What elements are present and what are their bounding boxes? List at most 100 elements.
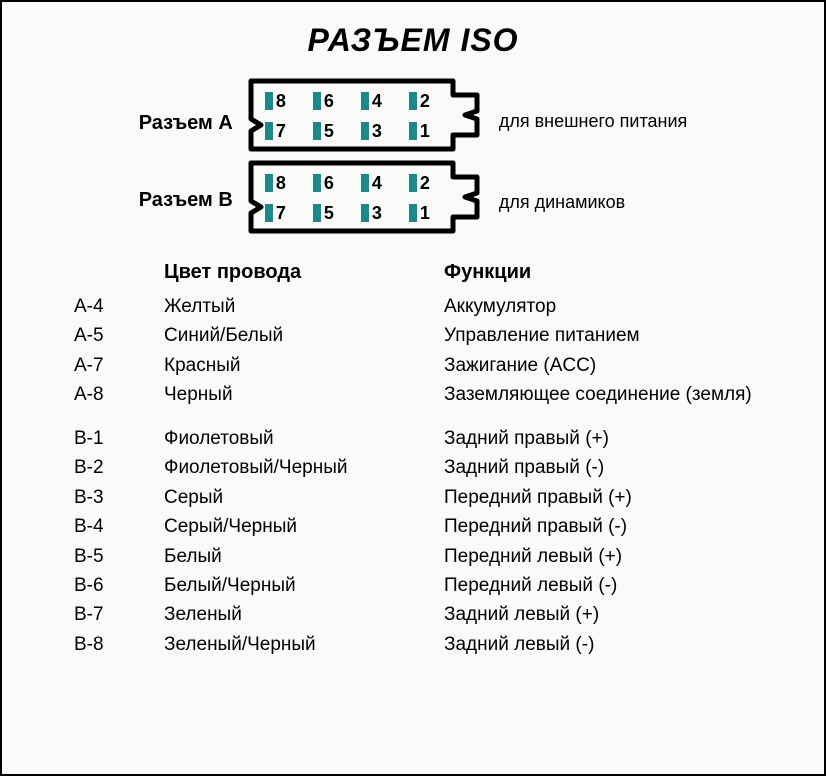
pin: 4 — [361, 169, 405, 197]
cell-func: Задний левый (-) — [444, 630, 772, 659]
cell-pin: A-8 — [74, 380, 164, 409]
pin: 2 — [409, 169, 453, 197]
cell-pin: B-7 — [74, 600, 164, 629]
pin-block-icon — [361, 92, 369, 110]
cell-func: Передний левый (+) — [444, 542, 772, 571]
pin-number: 4 — [372, 173, 382, 194]
connector-diagram: Разъем А Разъем В 86427531 86427531 для … — [26, 77, 800, 235]
pin-block-icon — [265, 174, 273, 192]
table-group: A-4ЖелтыйАккумуляторA-5Синий/БелыйУправл… — [74, 292, 772, 410]
header-color: Цвет провода — [164, 261, 444, 284]
pin: 8 — [265, 87, 309, 115]
connector-b-label: Разъем В — [139, 189, 233, 212]
pin-number: 7 — [276, 121, 286, 142]
page-title: РАЗЪЕМ ISO — [26, 22, 800, 59]
connector-stack: 86427531 86427531 — [247, 77, 485, 235]
pin-block-icon — [313, 92, 321, 110]
table-row: A-5Синий/БелыйУправление питанием — [74, 321, 772, 350]
cell-pin: B-6 — [74, 571, 164, 600]
cell-func: Аккумулятор — [444, 292, 772, 321]
pin-block-icon — [409, 204, 417, 222]
table-row: B-8Зеленый/ЧерныйЗадний левый (-) — [74, 630, 772, 659]
pin-number: 7 — [276, 203, 286, 224]
pin-number: 5 — [324, 203, 334, 224]
pin: 2 — [409, 87, 453, 115]
pin-number: 1 — [420, 121, 430, 142]
cell-color: Фиолетовый/Черный — [164, 453, 444, 482]
cell-pin: B-1 — [74, 424, 164, 453]
cell-pin: B-2 — [74, 453, 164, 482]
table-row: B-4Серый/ЧерныйПередний правый (-) — [74, 512, 772, 541]
cell-func: Заземляющее соединение (земля) — [444, 380, 772, 409]
cell-pin: A-7 — [74, 351, 164, 380]
table-row: A-8ЧерныйЗаземляющее соединение (земля) — [74, 380, 772, 409]
pin-block-icon — [313, 204, 321, 222]
pin-number: 3 — [372, 203, 382, 224]
pin-number: 2 — [420, 91, 430, 112]
connector-a-label: Разъем А — [139, 112, 233, 135]
pin-block-icon — [265, 204, 273, 222]
pin: 5 — [313, 199, 357, 227]
cell-func: Задний левый (+) — [444, 600, 772, 629]
pin-block-icon — [265, 122, 273, 140]
connector-b-note: для динамиков — [499, 192, 625, 213]
pin-number: 6 — [324, 173, 334, 194]
cell-color: Зеленый/Черный — [164, 630, 444, 659]
connector-b-pins: 86 4 2 7 5 3 1 — [265, 169, 453, 227]
cell-func: Зажигание (ACC) — [444, 351, 772, 380]
table-row: B-2Фиолетовый/ЧерныйЗадний правый (-) — [74, 453, 772, 482]
cell-func: Задний правый (+) — [444, 424, 772, 453]
pin: 6 — [313, 169, 357, 197]
cell-color: Синий/Белый — [164, 321, 444, 350]
pin-number: 6 — [324, 91, 334, 112]
table-header: Цвет провода Функции — [74, 261, 772, 284]
pin: 3 — [361, 117, 405, 145]
cell-pin: B-8 — [74, 630, 164, 659]
header-func: Функции — [444, 261, 772, 284]
pin-block-icon — [361, 204, 369, 222]
cell-color: Серый — [164, 483, 444, 512]
pin: 6 — [313, 87, 357, 115]
pin-block-icon — [409, 92, 417, 110]
cell-color: Белый — [164, 542, 444, 571]
pin: 1 — [409, 199, 453, 227]
table-row: B-3СерыйПередний правый (+) — [74, 483, 772, 512]
cell-pin: B-5 — [74, 542, 164, 571]
pin-block-icon — [409, 122, 417, 140]
cell-color: Черный — [164, 380, 444, 409]
cell-pin: A-5 — [74, 321, 164, 350]
connector-a-note: для внешнего питания — [499, 111, 687, 132]
pin: 5 — [313, 117, 357, 145]
table-body: A-4ЖелтыйАккумуляторA-5Синий/БелыйУправл… — [74, 292, 772, 659]
cell-pin: A-4 — [74, 292, 164, 321]
pin-number: 2 — [420, 173, 430, 194]
pin: 3 — [361, 199, 405, 227]
pin-block-icon — [409, 174, 417, 192]
pin-block-icon — [361, 174, 369, 192]
pin: 7 — [265, 117, 309, 145]
cell-color: Желтый — [164, 292, 444, 321]
pin-block-icon — [313, 174, 321, 192]
pinout-table: Цвет провода Функции A-4ЖелтыйАккумулято… — [26, 261, 800, 659]
cell-color: Фиолетовый — [164, 424, 444, 453]
cell-func: Задний правый (-) — [444, 453, 772, 482]
cell-color: Белый/Черный — [164, 571, 444, 600]
cell-color: Серый/Черный — [164, 512, 444, 541]
pin: 7 — [265, 199, 309, 227]
pin: 8 — [265, 169, 309, 197]
pin-number: 5 — [324, 121, 334, 142]
table-row: A-4ЖелтыйАккумулятор — [74, 292, 772, 321]
iso-connector-diagram: РАЗЪЕМ ISO Разъем А Разъем В 86427531 86… — [0, 0, 826, 776]
cell-color: Зеленый — [164, 600, 444, 629]
cell-pin: B-4 — [74, 512, 164, 541]
connector-b: 86 4 2 7 5 3 1 — [247, 159, 485, 235]
connector-labels-left: Разъем А Разъем В — [139, 100, 233, 212]
table-row: B-6Белый/ЧерныйПередний левый (-) — [74, 571, 772, 600]
connector-notes-right: для внешнего питания для динамиков — [499, 99, 687, 213]
pin: 4 — [361, 87, 405, 115]
pin-block-icon — [361, 122, 369, 140]
pin-number: 3 — [372, 121, 382, 142]
pin: 1 — [409, 117, 453, 145]
table-row: B-5БелыйПередний левый (+) — [74, 542, 772, 571]
pin-number: 1 — [420, 203, 430, 224]
